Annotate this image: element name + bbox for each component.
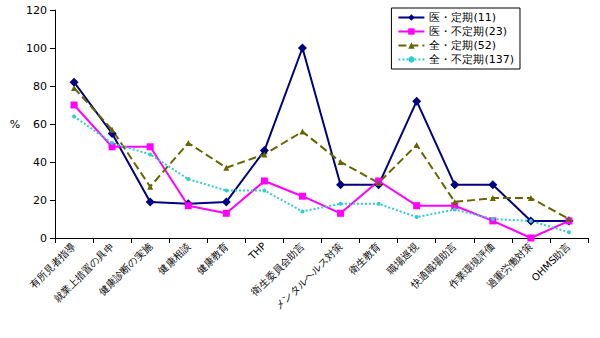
svg-text:全・定期(52): 全・定期(52) [429, 39, 496, 52]
svg-text:健康教育: 健康教育 [194, 240, 230, 276]
svg-text:120: 120 [26, 4, 47, 17]
svg-text:60: 60 [33, 118, 47, 131]
svg-text:就業上措置の具申: 就業上措置の具申 [51, 240, 116, 305]
svg-text:過重労働対策: 過重労働対策 [485, 240, 535, 290]
svg-text:健康診断の実施: 健康診断の実施 [97, 240, 154, 297]
svg-text:%: % [10, 118, 20, 131]
svg-text:衛生教育: 衛生教育 [346, 240, 382, 276]
svg-text:20: 20 [33, 194, 47, 207]
svg-text:メンタルヘルス対策: メンタルヘルス対策 [273, 240, 344, 311]
svg-text:40: 40 [33, 156, 47, 169]
svg-text:作業環境評価: 作業環境評価 [446, 240, 497, 291]
svg-text:全・不定期(137): 全・不定期(137) [429, 53, 514, 66]
svg-text:80: 80 [33, 80, 47, 93]
svg-text:医・定期(11): 医・定期(11) [429, 11, 496, 24]
svg-text:有所見者指導: 有所見者指導 [27, 240, 78, 291]
svg-text:職場巡視: 職場巡視 [385, 240, 421, 276]
svg-text:健康相談: 健康相談 [156, 240, 192, 276]
svg-text:0: 0 [40, 232, 47, 245]
svg-text:OHMS助言: OHMS助言 [529, 240, 572, 283]
svg-text:医・不定期(23): 医・不定期(23) [429, 25, 507, 38]
svg-text:100: 100 [26, 42, 47, 55]
svg-text:快適職場助言: 快適職場助言 [408, 240, 459, 291]
svg-text:THP: THP [246, 240, 268, 262]
svg-text:衛生委員会助言: 衛生委員会助言 [249, 240, 307, 298]
